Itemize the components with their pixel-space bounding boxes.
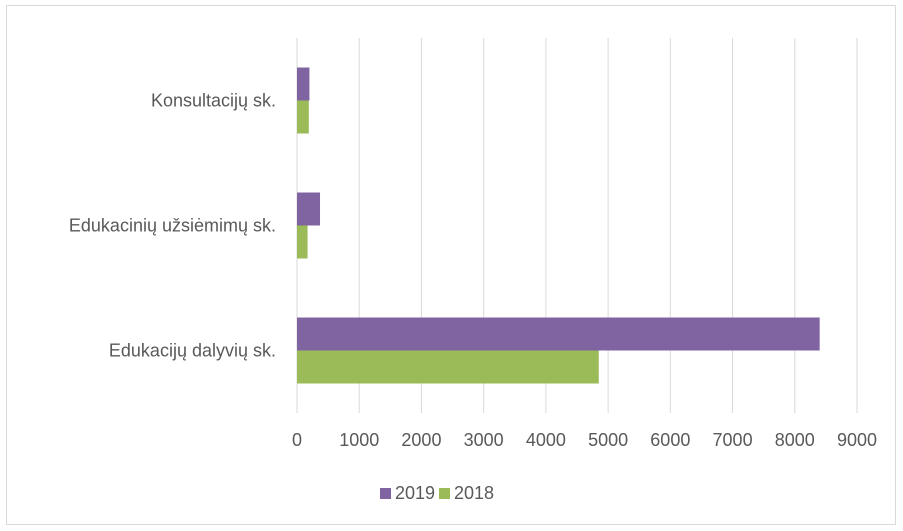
legend-label-2019: 2019	[395, 483, 435, 503]
x-tick-label: 7000	[713, 430, 753, 450]
bar-2018-0	[297, 350, 599, 384]
legend: 2019 2018	[380, 483, 494, 503]
category-label: Konsultacijų sk.	[151, 91, 276, 111]
x-tick-label: 2000	[401, 430, 441, 450]
category-label: Edukacinių užsiėmimų sk.	[69, 216, 276, 236]
x-tick-label: 9000	[837, 430, 877, 450]
category-labels: Edukacijų dalyvių sk. Edukacinių užsiėmim…	[69, 91, 276, 361]
bars	[297, 67, 820, 384]
legend-swatch-2019	[380, 488, 391, 499]
x-tick-label: 5000	[588, 430, 628, 450]
bar-2018-1	[297, 225, 308, 259]
x-tick-labels: 0 1000 2000 3000 4000 5000 6000 7000 8000 9000	[292, 430, 877, 450]
chart-frame	[6, 5, 896, 525]
x-tick-label: 4000	[526, 430, 566, 450]
category-label: Edukacijų dalyvių sk.	[109, 341, 276, 361]
bar-2019-0	[297, 317, 820, 351]
x-tick-label: 0	[292, 430, 302, 450]
bar-2018-2	[297, 100, 309, 134]
x-tick-label: 6000	[650, 430, 690, 450]
bar-2019-2	[297, 67, 310, 101]
x-tick-label: 1000	[339, 430, 379, 450]
bar-2019-1	[297, 192, 321, 226]
legend-swatch-2018	[439, 488, 450, 499]
x-tick-label: 8000	[775, 430, 815, 450]
legend-label-2018: 2018	[454, 483, 494, 503]
x-tick-label: 3000	[464, 430, 504, 450]
